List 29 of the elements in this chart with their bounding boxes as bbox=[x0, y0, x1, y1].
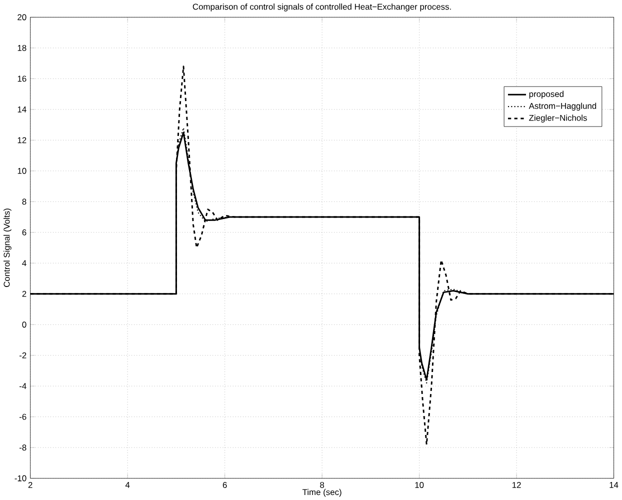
y-axis-title: Control Signal (Volts) bbox=[4, 208, 12, 287]
legend-label: proposed bbox=[529, 90, 564, 99]
y-tick-label: -10 bbox=[14, 475, 26, 482]
x-tick-label: 8 bbox=[320, 482, 324, 488]
y-tick-label: 6 bbox=[22, 229, 26, 236]
legend-label: Astrom−Hagglund bbox=[528, 102, 596, 110]
y-tick-label: 12 bbox=[18, 137, 26, 143]
x-tick-label: 2 bbox=[28, 482, 32, 488]
x-tick-label: 14 bbox=[610, 482, 618, 488]
y-tick-label: 10 bbox=[18, 168, 26, 174]
y-tick-label: 2 bbox=[22, 290, 26, 297]
x-tick-label: 12 bbox=[512, 482, 521, 488]
y-tick-label: -2 bbox=[19, 352, 26, 358]
y-tick-label: 18 bbox=[18, 44, 26, 51]
y-tick-label: 20 bbox=[18, 14, 26, 20]
y-tick-label: 16 bbox=[18, 76, 26, 82]
x-tick-label: 10 bbox=[415, 482, 424, 488]
x-tick-label: 4 bbox=[125, 482, 130, 488]
y-tick-label: -6 bbox=[19, 414, 26, 420]
y-tick-label: -8 bbox=[19, 444, 26, 450]
y-tick-label: 4 bbox=[22, 260, 26, 266]
y-tick-label: 0 bbox=[22, 321, 26, 328]
x-axis-title: Time (sec) bbox=[302, 488, 342, 497]
legend-label: Ziegler−Nichols bbox=[529, 114, 587, 122]
y-tick-label: -4 bbox=[19, 383, 26, 389]
y-tick-label: 8 bbox=[22, 198, 26, 204]
y-tick-label: 14 bbox=[18, 106, 26, 112]
x-tick-label: 6 bbox=[222, 482, 227, 488]
chart-title: Comparison of control signals of controlled Heat−Exchanger process. bbox=[192, 3, 451, 12]
